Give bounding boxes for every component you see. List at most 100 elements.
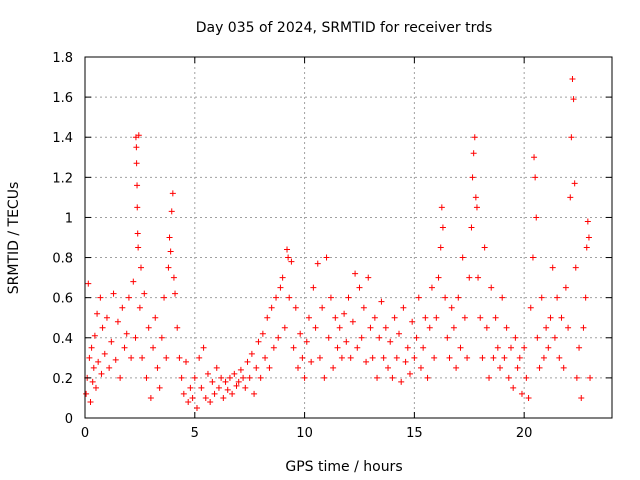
data-point xyxy=(136,304,143,311)
data-point xyxy=(393,354,400,361)
data-point xyxy=(193,404,200,411)
data-point xyxy=(369,354,376,361)
data-point xyxy=(450,324,457,331)
x-axis-label: GPS time / hours xyxy=(285,459,402,475)
data-point xyxy=(310,284,317,291)
data-point xyxy=(235,378,242,385)
data-point xyxy=(538,294,545,301)
data-point xyxy=(492,314,499,321)
data-point xyxy=(516,354,523,361)
data-point xyxy=(237,366,244,373)
data-point xyxy=(233,382,240,389)
data-point xyxy=(231,370,238,377)
data-point xyxy=(433,314,440,321)
data-point xyxy=(90,364,97,371)
data-point xyxy=(112,356,119,363)
data-point xyxy=(110,290,117,297)
data-point xyxy=(347,354,354,361)
data-point xyxy=(248,350,255,357)
data-point xyxy=(481,244,488,251)
data-point xyxy=(251,390,258,397)
x-tick-label: 15 xyxy=(406,426,423,441)
data-point xyxy=(527,304,534,311)
data-point xyxy=(547,314,554,321)
data-point xyxy=(583,244,590,251)
data-point xyxy=(270,344,277,351)
data-point xyxy=(446,354,453,361)
data-point xyxy=(143,374,150,381)
data-point xyxy=(389,374,396,381)
data-point xyxy=(411,354,418,361)
data-point xyxy=(330,364,337,371)
data-point xyxy=(224,386,231,393)
data-point xyxy=(87,398,94,405)
data-point xyxy=(406,370,413,377)
data-point xyxy=(442,294,449,301)
data-point xyxy=(545,344,552,351)
data-point xyxy=(391,314,398,321)
data-point xyxy=(371,314,378,321)
data-point xyxy=(305,314,312,321)
data-point xyxy=(316,354,323,361)
data-point xyxy=(135,244,142,251)
data-point xyxy=(469,174,476,181)
data-point xyxy=(123,330,130,337)
data-point xyxy=(490,354,497,361)
data-point xyxy=(483,324,490,331)
data-point xyxy=(88,344,95,351)
data-point xyxy=(161,294,168,301)
data-point xyxy=(286,294,293,301)
data-point xyxy=(259,330,266,337)
data-point xyxy=(374,374,381,381)
data-point xyxy=(174,324,181,331)
data-point xyxy=(92,384,99,391)
data-point xyxy=(363,358,370,365)
data-point xyxy=(468,224,475,231)
data-point xyxy=(85,280,92,287)
axis-ticks: 0 5 10 15 20 0 0.2 0.4 0.6 0.8 1 1.2 1.4 1.6 1.8 xyxy=(52,51,612,441)
data-point xyxy=(431,354,438,361)
data-point xyxy=(106,364,113,371)
data-point xyxy=(189,394,196,401)
data-point xyxy=(220,394,227,401)
data-point xyxy=(114,318,121,325)
data-point xyxy=(435,274,442,281)
data-point xyxy=(510,384,517,391)
data-point xyxy=(567,194,574,201)
data-point xyxy=(222,378,229,385)
grid-lines xyxy=(85,57,612,418)
data-point xyxy=(488,284,495,291)
data-point xyxy=(453,364,460,371)
data-point xyxy=(268,304,275,311)
data-point xyxy=(299,354,306,361)
data-point xyxy=(475,274,482,281)
data-point xyxy=(255,338,262,345)
data-point xyxy=(196,354,203,361)
data-point xyxy=(422,314,429,321)
data-point xyxy=(119,304,126,311)
data-point xyxy=(273,294,280,301)
plot-frame xyxy=(84,56,613,419)
data-point xyxy=(569,76,576,83)
data-point xyxy=(585,234,592,241)
data-point xyxy=(457,344,464,351)
data-point xyxy=(358,334,365,341)
data-point xyxy=(334,344,341,351)
data-point xyxy=(180,390,187,397)
data-point xyxy=(128,354,135,361)
data-point xyxy=(455,294,462,301)
data-point xyxy=(540,354,547,361)
data-point xyxy=(209,378,216,385)
data-point xyxy=(529,254,536,261)
data-point xyxy=(213,364,220,371)
data-point xyxy=(367,324,374,331)
data-point xyxy=(584,218,591,225)
data-point xyxy=(294,364,301,371)
data-point xyxy=(152,314,159,321)
data-point xyxy=(130,278,137,285)
data-point xyxy=(292,304,299,311)
data-point xyxy=(576,344,583,351)
data-point xyxy=(409,318,416,325)
data-point xyxy=(139,354,146,361)
